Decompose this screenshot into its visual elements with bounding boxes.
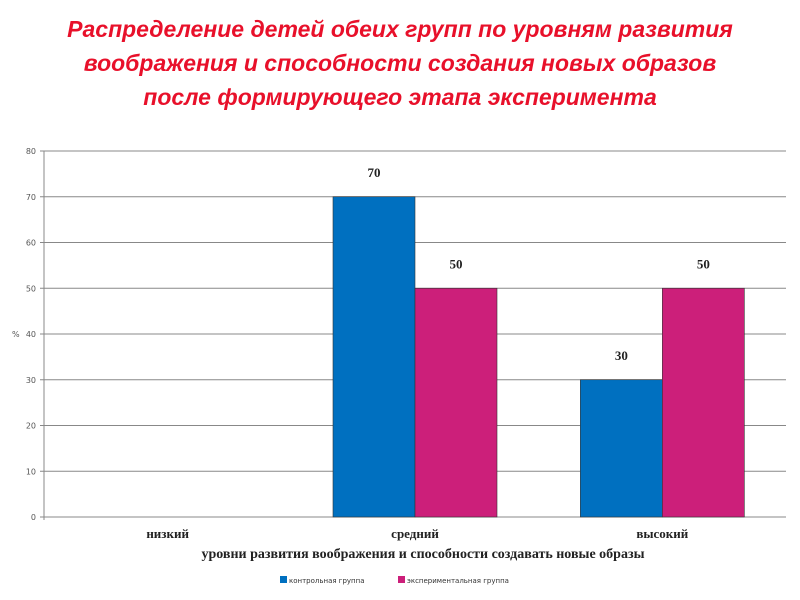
data-label: 70 [368, 165, 381, 180]
y-axis-label: % [12, 330, 20, 339]
legend-label: контрольная группа [289, 577, 365, 585]
y-tick-label: 80 [26, 147, 36, 156]
y-tick-label: 50 [26, 284, 36, 293]
legend-swatch [398, 576, 405, 583]
bar [580, 379, 663, 518]
y-tick-label: 0 [31, 513, 36, 522]
y-tick-label: 30 [26, 376, 36, 385]
y-tick-label: 60 [26, 239, 36, 248]
data-label: 30 [615, 348, 628, 363]
bar [332, 196, 416, 518]
title-line: воображения и способности создания новых… [83, 50, 717, 76]
y-tick-label: 40 [26, 330, 36, 339]
y-tick-label: 70 [26, 193, 36, 202]
data-label: 50 [697, 256, 710, 271]
title-line: после формирующего этапа эксперимента [143, 84, 657, 110]
y-tick-label: 20 [26, 422, 36, 431]
x-axis-label: уровни развития воображения и способност… [201, 547, 644, 562]
bar [414, 287, 498, 518]
x-tick-label: низкий [146, 526, 189, 541]
chart-title: Распределение детей обеих групп по уровн… [0, 12, 800, 114]
x-tick-label: высокий [636, 526, 688, 541]
title-line: Распределение детей обеих групп по уровн… [67, 16, 733, 42]
data-label: 50 [450, 256, 463, 271]
x-tick-label: средний [391, 526, 439, 541]
legend-swatch [280, 576, 287, 583]
y-tick-label: 10 [26, 467, 36, 476]
bar [662, 287, 745, 518]
legend-label: экспериментальная группа [407, 577, 509, 585]
